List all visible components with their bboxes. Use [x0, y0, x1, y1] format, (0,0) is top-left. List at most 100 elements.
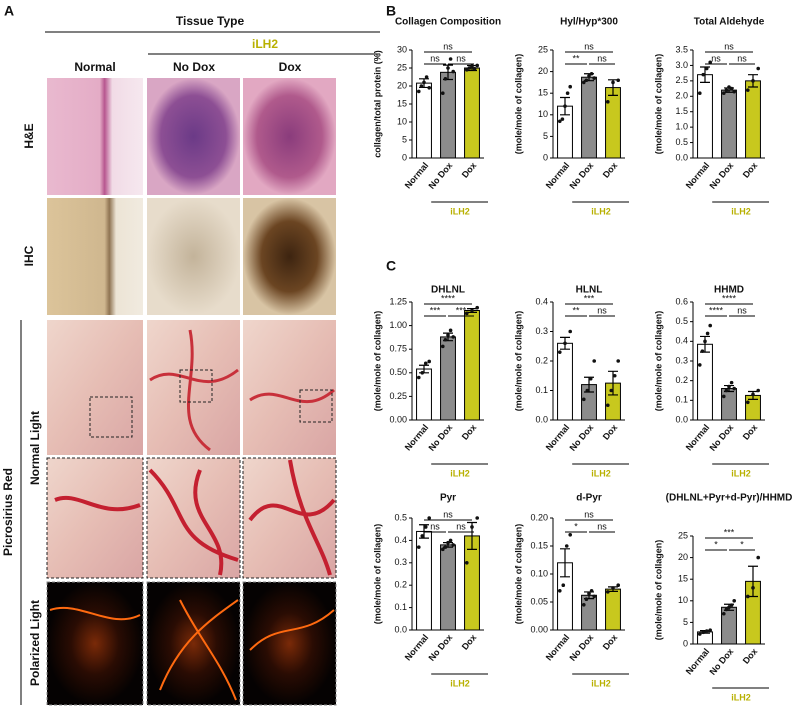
x-tick-label: Normal — [684, 422, 712, 452]
data-point — [616, 359, 621, 363]
bar — [464, 309, 480, 421]
bar — [721, 89, 737, 159]
significance-label: ** — [572, 53, 580, 63]
data-point — [745, 400, 750, 405]
group-label: iLH2 — [252, 37, 278, 51]
y-axis-label: (mole/mole of collagen) — [653, 54, 663, 155]
row-label: Normal Light — [28, 411, 42, 485]
y-tick-label: 0.25 — [389, 391, 407, 401]
x-tick-label: Dox — [741, 160, 760, 179]
panel-a-title: Tissue Type — [176, 14, 245, 28]
x-tick-label: No Dox — [707, 160, 735, 191]
data-point — [616, 583, 621, 587]
bar — [416, 82, 432, 159]
bar — [581, 594, 597, 631]
data-point — [451, 335, 456, 339]
error-bar — [560, 548, 570, 578]
data-point — [448, 328, 453, 333]
significance-label: * — [574, 521, 578, 531]
error-bar — [584, 376, 594, 393]
y-tick-label: 0.20 — [530, 512, 548, 522]
row-label: H&E — [22, 123, 36, 148]
x-tick-label: Normal — [684, 160, 712, 190]
x-tick-label: Dox — [601, 422, 620, 441]
y-axis-label: (mole/mole of collagen) — [372, 311, 382, 412]
data-point — [697, 91, 702, 95]
y-tick-label: 2.0 — [675, 91, 688, 101]
data-point — [721, 91, 726, 95]
y-tick-label: 15 — [678, 574, 688, 584]
data-point — [446, 66, 450, 70]
significance-label: ** — [572, 305, 580, 315]
data-point — [616, 78, 621, 83]
data-point — [440, 547, 445, 552]
group-label: iLH2 — [591, 206, 611, 216]
data-point — [557, 119, 562, 124]
x-tick-label: Normal — [544, 632, 572, 662]
significance-label: *** — [584, 293, 595, 303]
data-point — [560, 117, 565, 121]
bar — [697, 343, 713, 421]
y-tick-label: 0.3 — [675, 355, 688, 365]
data-point — [427, 86, 432, 90]
y-tick-label: 1.25 — [389, 296, 407, 306]
group-label: iLH2 — [450, 678, 470, 688]
data-point — [443, 77, 448, 81]
data-point — [416, 375, 421, 380]
data-point — [724, 607, 729, 612]
x-tick-label: Dox — [601, 632, 620, 651]
group-label: iLH2 — [591, 468, 611, 478]
data-point — [729, 380, 734, 385]
y-tick-label: 1.5 — [675, 106, 688, 116]
data-point — [470, 525, 474, 529]
y-tick-label: 0.2 — [535, 355, 548, 365]
bar — [697, 74, 713, 159]
data-point — [584, 597, 589, 601]
data-point — [729, 86, 734, 91]
significance-label: ns — [597, 53, 607, 63]
data-point — [563, 341, 567, 346]
image — [243, 78, 336, 195]
bar — [440, 71, 456, 159]
zoom-box — [299, 389, 333, 423]
data-point — [581, 603, 586, 607]
group-label: iLH2 — [450, 468, 470, 478]
column-label: No Dox — [173, 60, 215, 74]
data-point — [605, 100, 610, 104]
error-bar — [608, 370, 618, 396]
data-point — [697, 632, 702, 636]
y-tick-label: 25 — [538, 44, 548, 54]
y-tick-label: 25 — [678, 530, 688, 540]
y-axis-label: collagen/total protein (%) — [372, 50, 382, 158]
x-tick-label: Normal — [684, 646, 712, 676]
y-axis-label: (mole/mole of collagen) — [653, 540, 663, 641]
data-point — [443, 337, 448, 342]
bar — [557, 342, 573, 421]
data-point — [416, 545, 421, 549]
y-tick-label: 0.4 — [535, 296, 548, 306]
chart-title: Hyl/Hyp*300 — [560, 17, 618, 28]
data-point — [611, 586, 615, 590]
column-label: Normal — [74, 60, 115, 74]
data-point — [446, 333, 450, 337]
data-point — [729, 603, 734, 607]
y-tick-label: 0.6 — [675, 296, 688, 306]
significance-label: *** — [724, 527, 735, 537]
image — [46, 581, 144, 706]
bar — [605, 588, 621, 631]
significance-label: **** — [709, 305, 724, 315]
x-tick-label: No Dox — [426, 160, 454, 191]
group-label: iLH2 — [591, 678, 611, 688]
panel-label: C — [386, 258, 396, 274]
x-tick-label: Normal — [403, 160, 431, 190]
y-tick-label: 0 — [402, 152, 407, 162]
chart-title: Total Aldehyde — [694, 17, 765, 28]
y-tick-label: 0.15 — [530, 540, 548, 550]
significance-label: ns — [597, 521, 607, 531]
y-tick-label: 3.5 — [675, 44, 688, 54]
chart-title: HLNL — [576, 285, 603, 296]
data-point — [609, 388, 614, 393]
panel-label: B — [386, 3, 396, 19]
image — [243, 320, 336, 455]
